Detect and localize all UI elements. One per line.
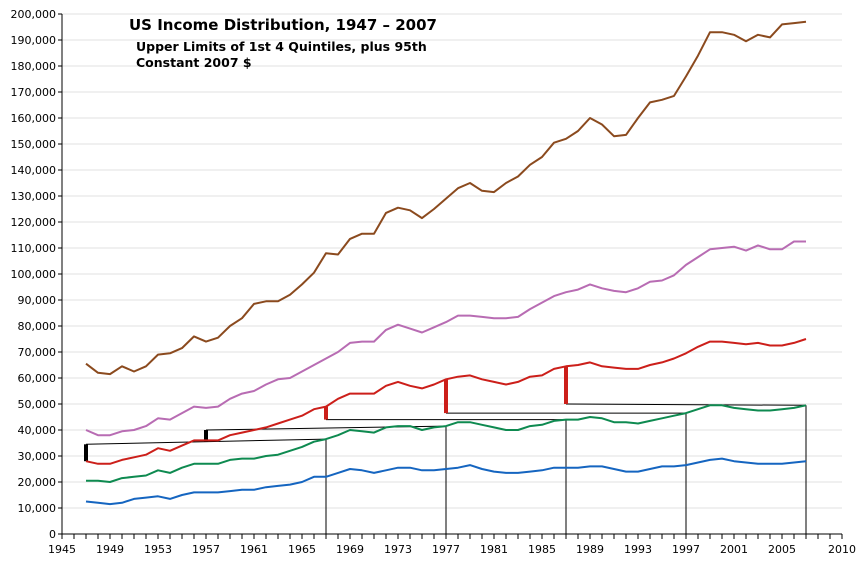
gridlines (62, 13, 842, 509)
annotations (84, 366, 807, 534)
y-tick-label: 130,000 (11, 190, 57, 203)
y-tick-label: 190,000 (11, 34, 57, 47)
y-tick-label: 50,000 (18, 398, 57, 411)
y-tick-label: 200,000 (11, 8, 57, 21)
series-line-4 (85, 457, 807, 506)
chart-subtitle-2: Constant 2007 $ (136, 55, 252, 70)
x-tick-label: 1949 (96, 543, 124, 556)
x-tick-label: 1953 (144, 543, 172, 556)
y-tick-label: 170,000 (11, 86, 57, 99)
y-tick-label: 120,000 (11, 216, 57, 229)
y-tick-label: 40,000 (18, 424, 57, 437)
x-tick-label: 1945 (48, 543, 76, 556)
x-tick-label: 1969 (336, 543, 364, 556)
y-tick-label: 100,000 (11, 268, 57, 281)
x-tick-label: 1993 (624, 543, 652, 556)
y-tick-label: 0 (49, 528, 56, 541)
y-tick-label: 180,000 (11, 60, 57, 73)
x-tick-label: 1981 (480, 543, 508, 556)
connector-line (565, 403, 807, 406)
axes: 0 10,000 20,000 30,000 40,000 50,000 60,000 70,… (11, 8, 857, 556)
y-tick-label: 70,000 (18, 346, 57, 359)
y-tick-label: 90,000 (18, 294, 57, 307)
y-tick-label: 110,000 (11, 242, 57, 255)
series-line-2 (85, 338, 807, 465)
y-tick-label: 150,000 (11, 138, 57, 151)
x-tick-label: 2010 (828, 543, 856, 556)
x-tick-label: 1965 (288, 543, 316, 556)
y-tick-label: 140,000 (11, 164, 57, 177)
x-tick-label: 1997 (672, 543, 700, 556)
series-line-0 (85, 20, 807, 376)
y-tick-label: 160,000 (11, 112, 57, 125)
chart-subtitle-1: Upper Limits of 1st 4 Quintiles, plus 95… (136, 39, 427, 54)
y-tick-label: 80,000 (18, 320, 57, 333)
x-tick-label: 1985 (528, 543, 556, 556)
y-tick-label: 20,000 (18, 476, 57, 489)
x-tick-label: 1989 (576, 543, 604, 556)
chart-title: US Income Distribution, 1947 – 2007 (129, 16, 437, 34)
x-tick-label: 1973 (384, 543, 412, 556)
x-tick-label: 2005 (768, 543, 796, 556)
x-tick-label: 1977 (432, 543, 460, 556)
series-group (85, 20, 807, 506)
y-tick-label: 30,000 (18, 450, 57, 463)
x-tick-label: 2001 (720, 543, 748, 556)
x-tick-label: 1957 (192, 543, 220, 556)
y-tick-label: 60,000 (18, 372, 57, 385)
series-line-3 (86, 404, 807, 483)
x-tick-label: 1961 (240, 543, 268, 556)
y-tick-label: 10,000 (18, 502, 57, 515)
series-line-1 (85, 240, 806, 437)
